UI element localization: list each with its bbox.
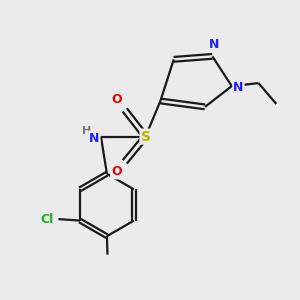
Text: O: O — [111, 93, 122, 106]
Text: O: O — [111, 166, 122, 178]
Text: S: S — [140, 130, 151, 144]
Text: N: N — [233, 81, 244, 94]
Text: H: H — [82, 126, 92, 136]
Text: N: N — [209, 38, 219, 51]
Text: N: N — [89, 132, 100, 145]
Text: Cl: Cl — [40, 213, 53, 226]
